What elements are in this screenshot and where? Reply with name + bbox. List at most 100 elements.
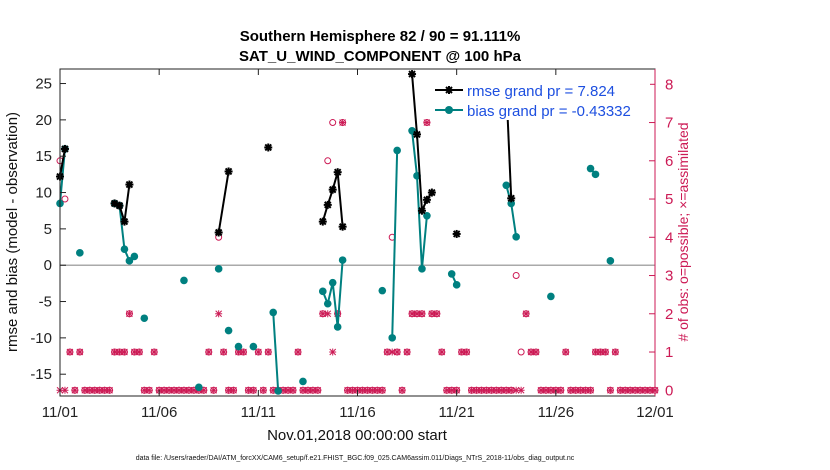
- rmse-point: [224, 167, 233, 176]
- obs-assimilated-point: [601, 348, 609, 356]
- bias-point: [130, 252, 139, 261]
- obs-assimilated-point: [577, 386, 585, 394]
- rmse-point: [338, 222, 347, 231]
- bias-point: [274, 387, 282, 395]
- rmse-point: [417, 206, 426, 215]
- obs-assimilated-point: [517, 386, 525, 394]
- obs-assimilated-point: [522, 310, 530, 318]
- obs-assimilated-point: [636, 386, 644, 394]
- obs-assimilated-point: [324, 310, 332, 318]
- x-tick-label: 11/11: [241, 404, 276, 421]
- rmse-point: [507, 194, 516, 203]
- y-tick-label: 15: [35, 148, 52, 165]
- x-axis-label: Nov.01,2018 00:00:00 start: [267, 427, 448, 444]
- rmse-point: [323, 200, 332, 209]
- obs-assimilated-point: [259, 386, 267, 394]
- bias-point: [195, 383, 203, 392]
- bias-point: [338, 256, 347, 264]
- axis-ticks: 11/01 11/06 11/11 11/16 11/21 11/26 12/01 -15 -1…: [30, 69, 674, 421]
- obs-assimilated-point: [61, 386, 69, 394]
- bias-point: [502, 181, 511, 190]
- obs-assimilated-point: [230, 386, 238, 394]
- rmse-point: [214, 228, 223, 237]
- obs-assimilated-point: [111, 348, 119, 356]
- bias-point: [224, 326, 233, 335]
- obs-assimilated-point: [562, 348, 570, 356]
- footer-data-file: data file: /Users/raeder/DAI/ATM_forcXX/…: [136, 455, 575, 462]
- bias-point: [333, 323, 342, 331]
- obs-possible-point: [329, 119, 337, 127]
- obs-assimilated-point: [423, 119, 431, 127]
- x-tick-label: 11/01: [42, 404, 78, 421]
- bias-point: [591, 170, 600, 179]
- bias-point: [318, 287, 327, 296]
- bias-point: [125, 257, 134, 265]
- bias-point: [214, 265, 223, 273]
- y-tick-label: 5: [44, 221, 52, 238]
- rmse-point: [413, 130, 421, 139]
- bias-line-segment: [272, 312, 280, 391]
- obs-assimilated-point: [329, 348, 337, 356]
- bias-point: [452, 281, 461, 289]
- bias-point: [393, 146, 401, 155]
- y-tick-label: 25: [35, 76, 52, 93]
- bias-point: [249, 342, 258, 351]
- obs-assimilated-point: [309, 386, 317, 394]
- bias-point: [418, 265, 426, 273]
- y-tick-label: -5: [39, 294, 52, 311]
- obs-assimilated-point: [408, 310, 416, 318]
- obs-possible-point: [512, 272, 520, 280]
- obs-assimilated-point: [96, 386, 104, 394]
- y-tick-label: -10: [30, 330, 52, 347]
- rmse-point: [452, 229, 461, 238]
- bias-point: [512, 233, 520, 241]
- x-tick-label: 11/16: [339, 404, 375, 421]
- obs-assimilated-point: [254, 348, 262, 356]
- obs-assimilated-point: [398, 386, 406, 394]
- obs-assimilated-point: [220, 348, 228, 356]
- bias-point: [606, 257, 615, 265]
- obs-assimilated-point: [150, 348, 158, 356]
- obs-assimilated-point: [264, 348, 272, 356]
- rmse-point: [60, 144, 69, 153]
- obs-assimilated-point: [314, 386, 322, 394]
- y-tick-label: 20: [35, 112, 52, 129]
- legend-box: [430, 76, 650, 120]
- obs-assimilated-point: [403, 348, 411, 356]
- y2-tick-label: 1: [665, 344, 673, 361]
- chart-subtitle: SAT_U_WIND_COMPONENT @ 100 hPa: [239, 48, 522, 65]
- rmse-point: [318, 217, 327, 226]
- bias-point: [299, 377, 307, 386]
- bias-point: [76, 249, 84, 257]
- bias-point: [328, 278, 337, 287]
- legend: rmse grand pr = 7.824 bias grand pr = -0…: [430, 76, 650, 120]
- bias-point: [447, 270, 456, 278]
- obs-assimilated-point: [582, 386, 590, 394]
- bias-point: [140, 314, 149, 323]
- bias-point: [388, 334, 397, 342]
- obs-assimilated-point: [71, 386, 79, 394]
- bias-point: [423, 211, 431, 220]
- obs-assimilated-point: [239, 348, 247, 356]
- bias-point: [378, 286, 387, 295]
- rmse-point: [427, 188, 436, 197]
- obs-assimilated-point: [249, 386, 257, 394]
- obs-assimilated-point: [378, 386, 386, 394]
- obs-assimilated-point: [76, 348, 84, 356]
- rmse-point: [422, 195, 431, 204]
- y-tick-label: 10: [35, 185, 52, 202]
- legend-bias-label: bias grand pr = -0.43332: [467, 103, 631, 120]
- obs-assimilated-point: [349, 386, 357, 394]
- rmse-point: [333, 168, 342, 177]
- bias-point: [586, 164, 595, 173]
- obs-assimilated-point: [145, 386, 153, 394]
- bias-point: [269, 308, 278, 317]
- bias-point: [323, 299, 332, 308]
- legend-rmse-marker: [445, 86, 453, 94]
- y2-tick-label: 5: [665, 191, 673, 208]
- bias-point: [120, 245, 129, 254]
- rmse-point: [328, 185, 337, 194]
- obs-assimilated-point: [160, 386, 168, 394]
- bias-point: [234, 342, 243, 351]
